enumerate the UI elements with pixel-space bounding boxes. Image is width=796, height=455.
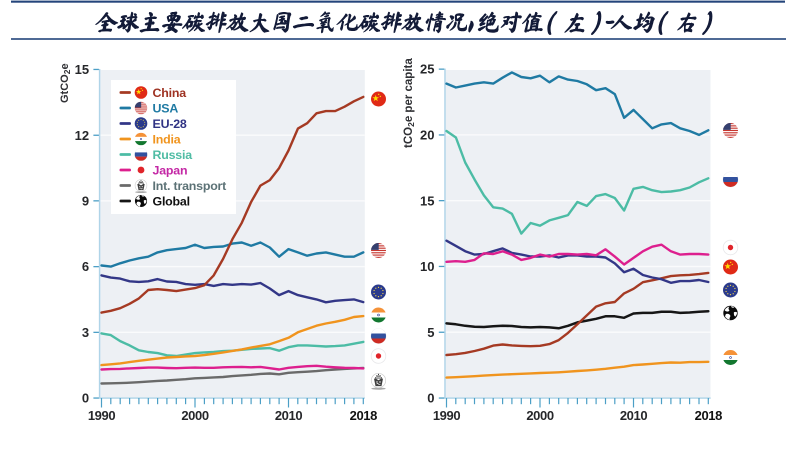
svg-text:Japan: Japan [153,164,188,178]
svg-text:15: 15 [75,62,89,77]
svg-text:10: 10 [420,259,434,274]
svg-text:China: China [153,86,187,100]
svg-text:5: 5 [427,325,434,340]
svg-text:9: 9 [82,194,89,209]
svg-text:2010: 2010 [275,408,302,423]
svg-text:2010: 2010 [620,408,647,423]
svg-text:Global: Global [153,195,190,209]
svg-text:GtCO2e: GtCO2e [59,63,72,103]
svg-text:EU-28: EU-28 [153,117,187,131]
svg-text:25: 25 [420,62,434,77]
svg-text:2018: 2018 [350,408,377,423]
svg-text:2000: 2000 [526,408,553,423]
svg-text:3: 3 [82,325,89,340]
svg-text:Int. transport: Int. transport [153,179,227,193]
svg-text:12: 12 [75,128,89,143]
svg-text:USA: USA [153,102,179,116]
svg-text:tCO2e per capita: tCO2e per capita [403,58,416,148]
svg-text:0: 0 [82,391,89,406]
svg-text:1990: 1990 [433,408,460,423]
svg-text:15: 15 [420,193,434,208]
svg-text:6: 6 [82,259,89,274]
svg-text:Russia: Russia [153,148,193,162]
svg-text:20: 20 [420,128,434,143]
svg-text:India: India [153,133,181,147]
svg-text:0: 0 [427,391,434,406]
svg-text:2018: 2018 [695,408,722,423]
svg-text:2000: 2000 [181,408,208,423]
svg-text:1990: 1990 [88,408,115,423]
